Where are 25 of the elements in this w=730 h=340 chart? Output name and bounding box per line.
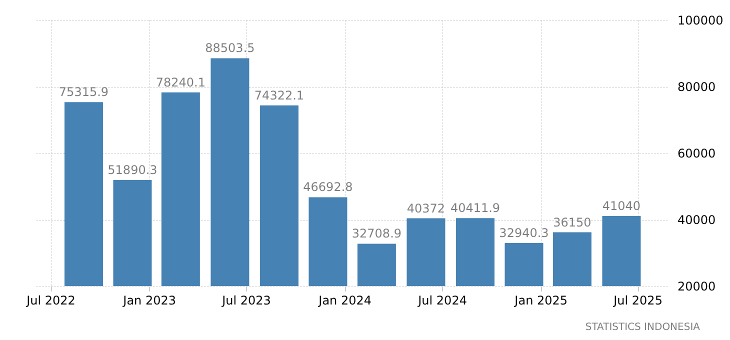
data-label: 46692.8 <box>303 180 353 194</box>
y-tick-label: 80000 <box>678 80 716 94</box>
x-tick-label: Jul 2023 <box>221 294 271 308</box>
data-label: 75315.9 <box>58 85 109 100</box>
data-label: 74322.1 <box>254 88 304 102</box>
x-tick-label: Jul 2022 <box>26 294 76 308</box>
x-tick-label: Jan 2023 <box>122 294 176 308</box>
data-label: 32708.9 <box>352 226 402 241</box>
data-label: 32940.3 <box>499 226 549 240</box>
x-tick-label: Jul 2024 <box>417 294 467 308</box>
text: STATISTICS INDONESIA <box>585 322 700 333</box>
data-label: 40411.9 <box>450 201 500 216</box>
y-tick-label: 60000 <box>678 146 716 160</box>
data-label: 88503.5 <box>205 41 255 56</box>
data-label: 78240.1 <box>156 75 206 90</box>
x-tick-label: Jan 2024 <box>318 294 372 308</box>
x-tick-label: Jan 2025 <box>514 294 568 308</box>
y-tick-label: 20000 <box>678 280 716 294</box>
x-tick-label: Jul 2025 <box>612 294 662 308</box>
y-tick-label: 100000 <box>678 14 724 28</box>
data-label: 41040 <box>602 199 641 214</box>
data-label: 36150 <box>553 215 592 230</box>
data-label: 40372 <box>406 201 446 216</box>
data-label: 51890.3 <box>108 162 158 177</box>
y-tick-label: 40000 <box>678 213 716 227</box>
